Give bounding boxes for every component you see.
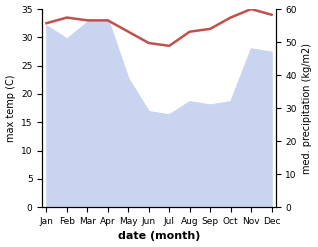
Y-axis label: max temp (C): max temp (C) bbox=[5, 74, 16, 142]
Y-axis label: med. precipitation (kg/m2): med. precipitation (kg/m2) bbox=[302, 43, 313, 174]
X-axis label: date (month): date (month) bbox=[118, 231, 200, 242]
